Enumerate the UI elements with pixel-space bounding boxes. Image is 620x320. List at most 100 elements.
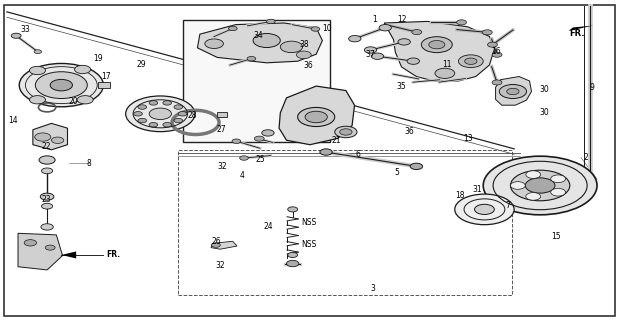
Text: 14: 14 <box>8 116 18 125</box>
Circle shape <box>487 42 497 47</box>
Text: 12: 12 <box>397 15 406 24</box>
Circle shape <box>211 243 220 247</box>
Circle shape <box>34 50 42 53</box>
Circle shape <box>41 224 53 230</box>
Circle shape <box>429 41 445 49</box>
Bar <box>99 82 110 88</box>
Text: 32: 32 <box>218 162 227 171</box>
Circle shape <box>474 204 494 214</box>
Circle shape <box>482 30 492 35</box>
Text: 31: 31 <box>472 185 482 194</box>
Text: 37: 37 <box>366 50 376 59</box>
Circle shape <box>163 101 172 105</box>
Circle shape <box>240 156 249 160</box>
Circle shape <box>247 56 256 61</box>
Circle shape <box>526 193 541 200</box>
Text: FR.: FR. <box>570 29 585 38</box>
Bar <box>178 150 512 295</box>
Circle shape <box>35 133 51 141</box>
Circle shape <box>340 129 352 135</box>
Text: 1: 1 <box>373 15 378 24</box>
Text: 9: 9 <box>589 83 594 92</box>
Text: 38: 38 <box>299 40 309 49</box>
Text: 19: 19 <box>94 53 104 62</box>
Circle shape <box>74 65 91 74</box>
Circle shape <box>253 34 280 48</box>
Circle shape <box>510 182 525 189</box>
Circle shape <box>296 51 311 59</box>
Text: 4: 4 <box>239 171 244 180</box>
Text: 21: 21 <box>331 136 341 145</box>
Text: 13: 13 <box>463 134 472 143</box>
Circle shape <box>50 79 73 91</box>
Circle shape <box>149 108 172 120</box>
Circle shape <box>298 108 335 126</box>
Circle shape <box>454 194 514 225</box>
Circle shape <box>464 58 477 64</box>
Circle shape <box>410 163 423 170</box>
Circle shape <box>458 55 483 68</box>
Bar <box>183 20 330 142</box>
Circle shape <box>42 203 53 209</box>
Circle shape <box>126 96 195 132</box>
Text: 7: 7 <box>505 201 510 210</box>
Text: FR.: FR. <box>106 251 120 260</box>
Text: 34: 34 <box>253 31 263 40</box>
Circle shape <box>40 193 54 200</box>
Circle shape <box>379 25 391 31</box>
Circle shape <box>138 118 146 123</box>
Polygon shape <box>33 123 68 150</box>
Circle shape <box>35 72 87 99</box>
Circle shape <box>435 68 454 78</box>
Circle shape <box>174 118 183 123</box>
Circle shape <box>267 19 275 24</box>
Polygon shape <box>384 21 494 81</box>
Circle shape <box>42 168 53 174</box>
Text: 6: 6 <box>356 150 361 159</box>
Circle shape <box>407 58 420 64</box>
Text: 27: 27 <box>216 125 226 134</box>
Circle shape <box>526 171 541 179</box>
Text: 2: 2 <box>583 153 588 162</box>
Circle shape <box>205 39 223 49</box>
Polygon shape <box>61 252 76 259</box>
Circle shape <box>335 126 357 138</box>
Circle shape <box>11 33 21 38</box>
Circle shape <box>288 252 298 258</box>
Text: 24: 24 <box>263 222 273 231</box>
Text: 3: 3 <box>371 284 376 292</box>
Text: 16: 16 <box>491 47 500 56</box>
Circle shape <box>280 41 303 52</box>
Text: 29: 29 <box>137 60 146 69</box>
Text: 11: 11 <box>443 60 452 69</box>
Circle shape <box>39 156 55 164</box>
Circle shape <box>348 36 361 42</box>
Text: 10: 10 <box>322 24 332 33</box>
Text: 17: 17 <box>101 72 111 81</box>
Circle shape <box>507 88 519 95</box>
Text: 23: 23 <box>41 195 51 204</box>
Circle shape <box>499 84 526 99</box>
Circle shape <box>422 37 452 52</box>
Circle shape <box>262 130 274 136</box>
Text: 5: 5 <box>394 168 399 177</box>
Text: 8: 8 <box>86 159 91 168</box>
Circle shape <box>19 63 104 107</box>
Circle shape <box>456 20 466 25</box>
Text: 30: 30 <box>539 85 549 94</box>
Circle shape <box>51 137 64 143</box>
Circle shape <box>492 52 502 57</box>
Circle shape <box>398 39 410 45</box>
Text: 32: 32 <box>216 261 225 270</box>
Bar <box>217 112 227 117</box>
Text: NSS: NSS <box>301 218 316 227</box>
Circle shape <box>286 260 299 267</box>
Text: 28: 28 <box>188 111 197 120</box>
Text: 35: 35 <box>397 82 407 91</box>
Circle shape <box>371 53 384 60</box>
Circle shape <box>45 245 55 250</box>
Circle shape <box>77 96 93 104</box>
Text: 18: 18 <box>455 191 464 200</box>
Circle shape <box>492 80 502 85</box>
Circle shape <box>551 188 565 196</box>
